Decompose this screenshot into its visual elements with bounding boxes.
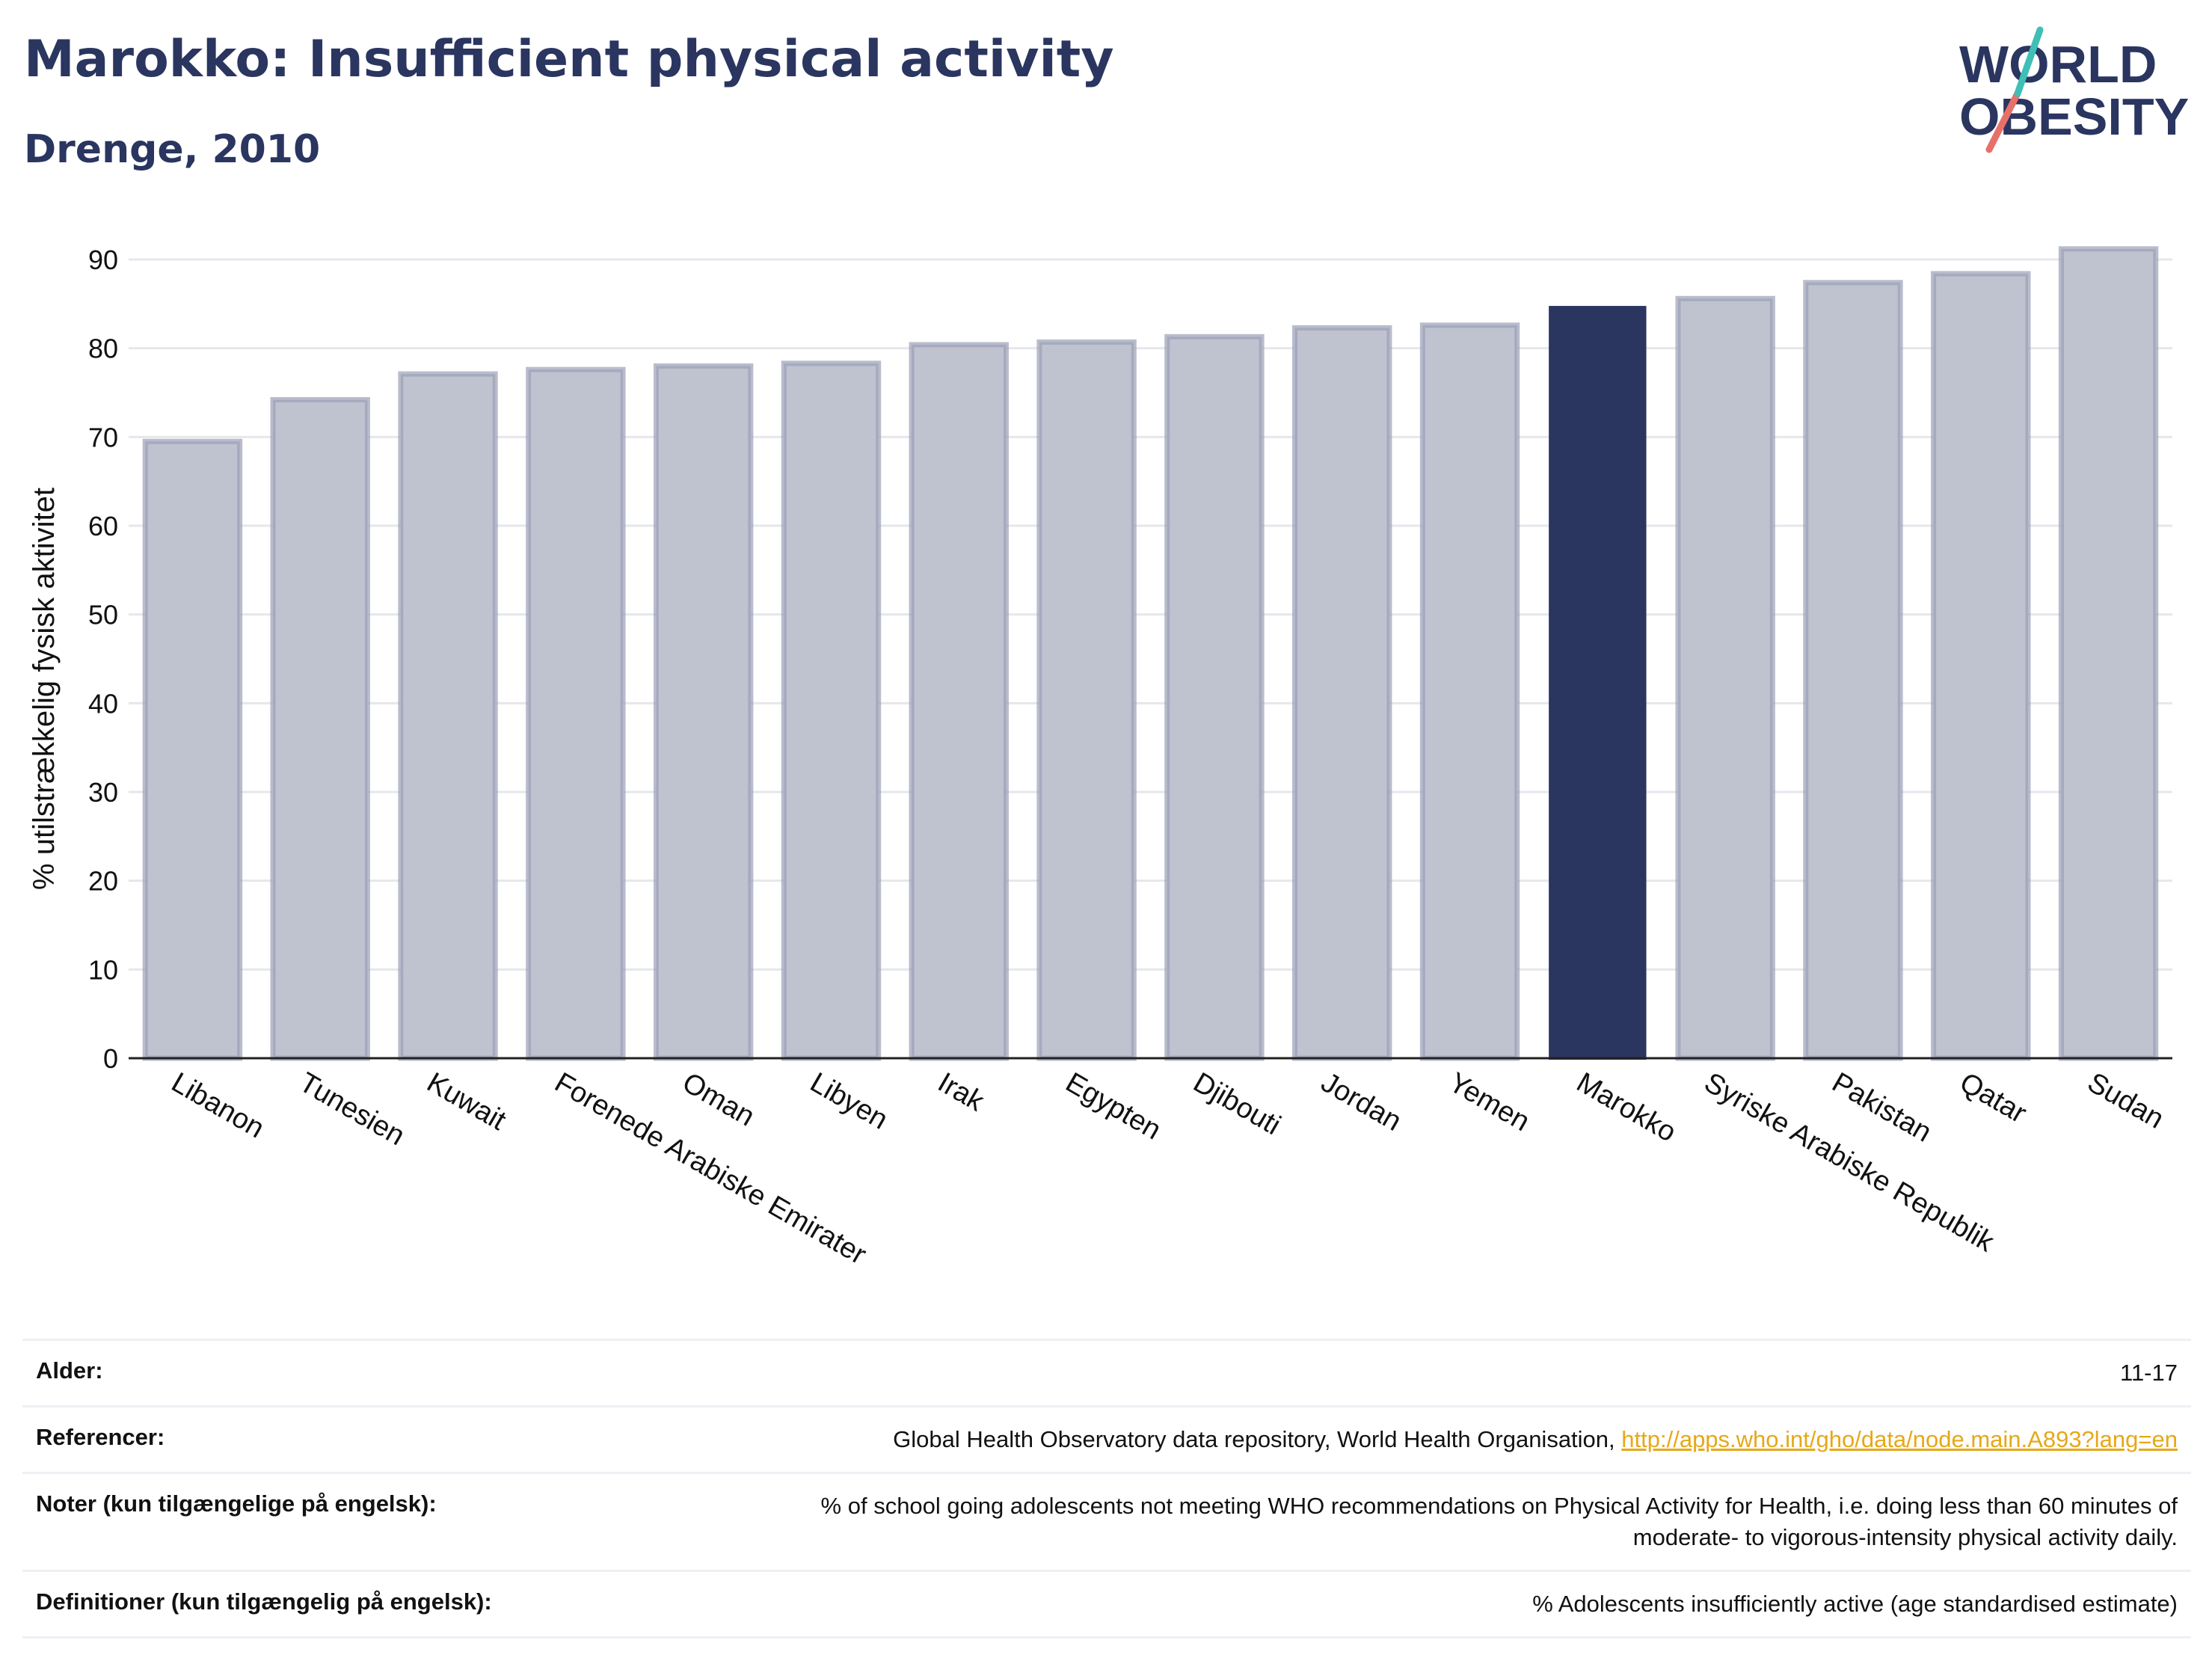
y-tick-label: 60 [88,511,118,541]
bar-sudan [2058,246,2159,1061]
bar-kuwait [398,371,498,1061]
meta-val-notes: % of school going adolescents not meetin… [604,1490,2178,1553]
x-tick-label: Qatar [1955,1066,2033,1129]
meta-val-definitions: % Adolescents insufficiently active (age… [1532,1591,2178,1617]
x-tick-label: Libanon [166,1066,269,1144]
meta-row-age: Alder: 11-17 [22,1339,2191,1405]
reference-link[interactable]: http://apps.who.int/gho/data/node.main.A… [1621,1426,2178,1452]
metadata-table: Alder: 11-17 Referencer: Global Health O… [22,1339,2191,1639]
y-tick-label: 50 [88,600,118,630]
page-subtitle: Drenge, 2010 [24,127,321,172]
notes-line-1: % of school going adolescents not meetin… [820,1493,2178,1519]
meta-key-age: Alder: [36,1357,103,1384]
meta-key-notes: Noter (kun tilgængelige på engelsk): [36,1490,437,1517]
logo-slash-teal [2014,26,2044,97]
y-axis-label: % utilstrækkelig fysisk aktivitet [28,488,61,890]
y-tick-label: 30 [88,777,118,808]
bar-oman [653,363,754,1061]
bars [142,246,2159,1061]
meta-val-age: 11-17 [2120,1360,2178,1386]
bar-chart: 0 10 20 30 40 50 60 70 80 90 Libanon Tunesien Kuwai… [28,245,2172,1271]
x-tick-label: Libyen [805,1066,893,1135]
y-tick-label: 10 [88,954,118,985]
bar-libanon [142,438,243,1061]
reference-text: Global Health Observatory data repositor… [893,1426,1615,1452]
meta-key-references: Referencer: [36,1424,165,1450]
meta-row-references: Referencer: Global Health Observatory da… [22,1405,2191,1472]
bar-jordan [1292,325,1392,1061]
x-tick-label: Tunesien [294,1066,410,1152]
bar-djibouti [1164,334,1265,1061]
x-tick-label: Oman [677,1066,760,1132]
notes-line-2: moderate- to vigorous-intensity physical… [1632,1524,2178,1550]
bar-yemen [1419,322,1520,1061]
x-tick-labels: Libanon Tunesien Kuwait Forenede Arabiske E… [166,1066,2169,1271]
x-tick-label: Pakistan [1827,1066,1937,1148]
bar-libyen [781,360,882,1061]
bar-syriske-arabiske-republik [1675,295,1775,1061]
y-tick-label: 20 [88,866,118,897]
x-tick-label: Sudan [2082,1066,2169,1134]
x-tick-label: Irak [933,1066,990,1118]
world-obesity-logo: WORLD OBESITY [1959,26,2189,153]
bar-marokko [1549,306,1647,1060]
y-tick-label: 70 [88,422,118,452]
x-tick-label: Kuwait [422,1066,511,1137]
bar-qatar [1931,271,2031,1061]
logo-slash-coral [1985,90,2021,153]
meta-row-definitions: Definitioner (kun tilgængelig på engelsk… [22,1570,2191,1639]
x-tick-label: Jordan [1315,1066,1407,1137]
meta-row-notes: Noter (kun tilgængelige på engelsk): % o… [22,1472,2191,1570]
y-tick-label: 90 [88,245,118,275]
page-title: Marokko: Insufficient physical activity [24,30,1114,89]
y-tick-label: 0 [103,1043,118,1074]
meta-key-definitions: Definitioner (kun tilgængelig på engelsk… [36,1588,492,1615]
bar-irak [909,342,1009,1061]
y-tick-label: 80 [88,334,118,364]
bar-forenede-arabiske-emirater [526,366,626,1061]
y-tick-label: 40 [88,688,118,719]
x-tick-label: Marokko [1571,1066,1681,1148]
x-tick-label: Djibouti [1188,1066,1286,1141]
x-tick-label: Yemen [1443,1066,1534,1137]
bar-egypten [1036,339,1137,1061]
y-tick-labels: 0 10 20 30 40 50 60 70 80 90 [88,245,118,1074]
bar-pakistan [1803,280,1903,1061]
meta-val-references: Global Health Observatory data repositor… [604,1424,2178,1455]
x-tick-label: Egypten [1060,1066,1167,1146]
logo-line1: WORLD [1959,35,2157,93]
bar-tunesien [270,396,370,1061]
